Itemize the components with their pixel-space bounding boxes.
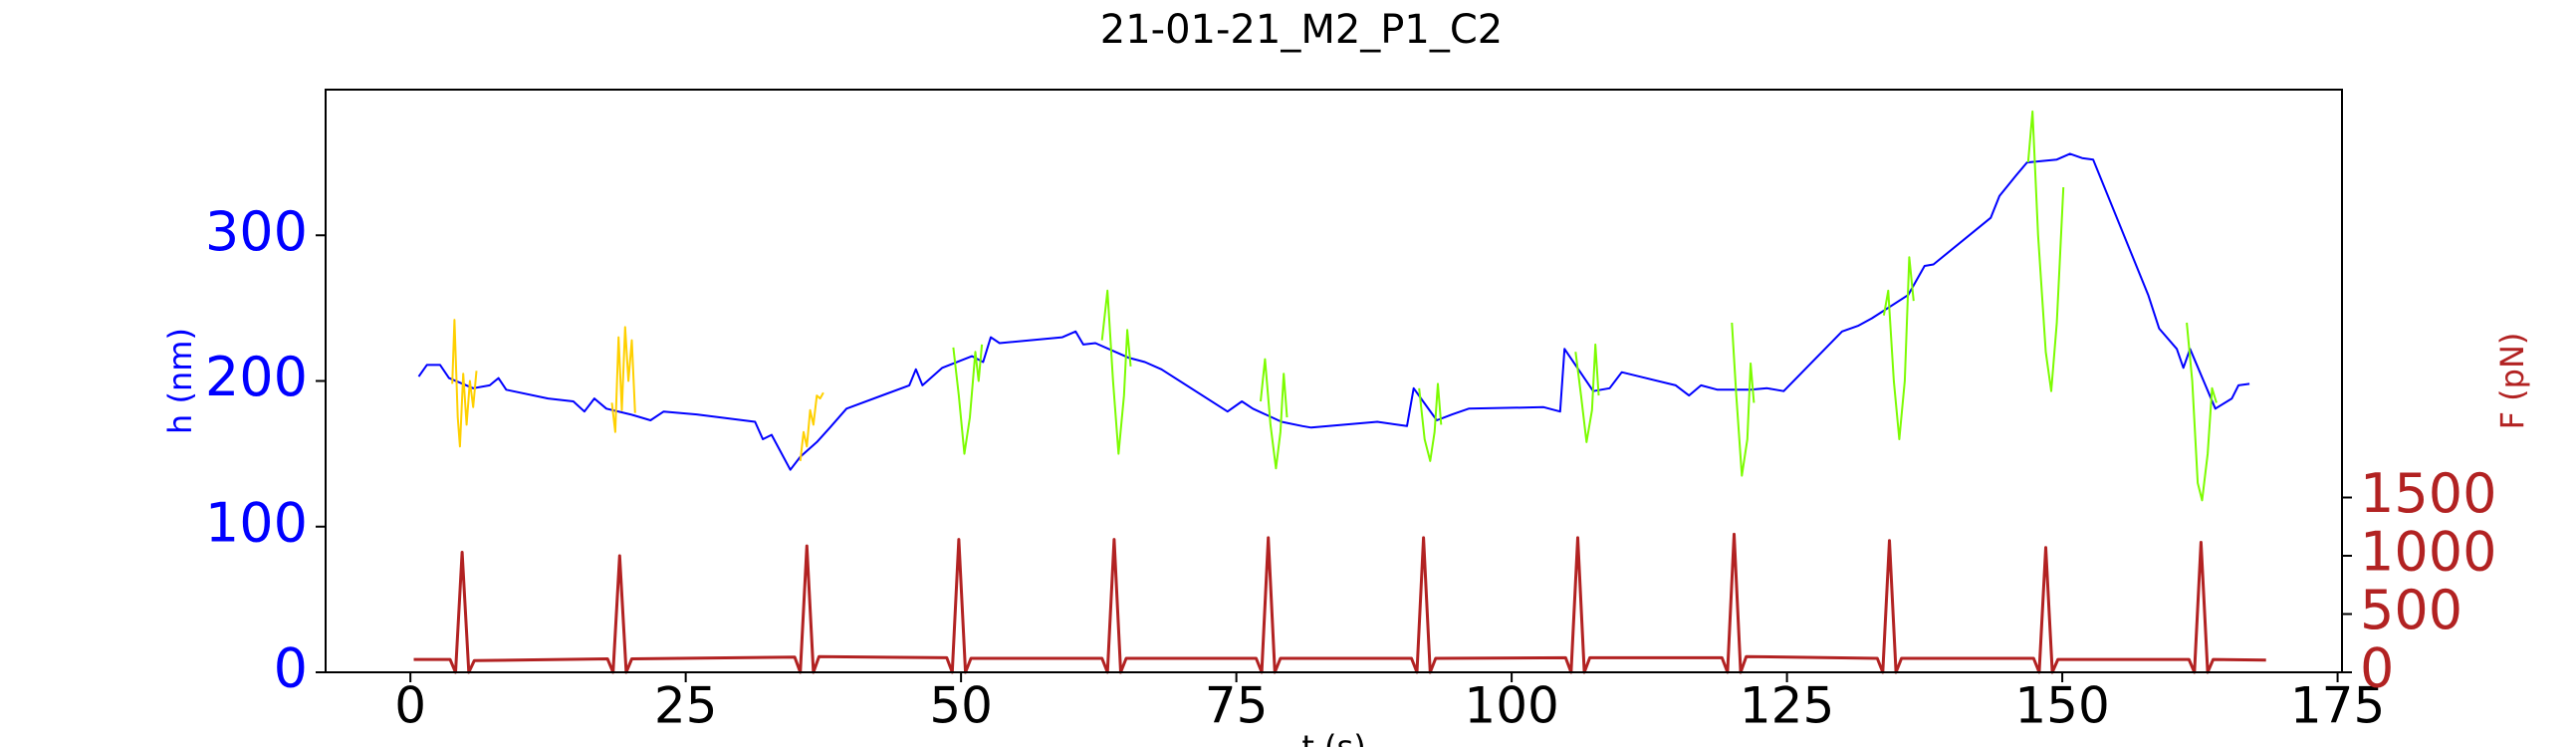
y-axis-label: h (nm): [161, 328, 199, 434]
x-tick-label: 75: [1205, 677, 1269, 735]
y2-tick-label: 0: [2360, 637, 2394, 700]
y2-axis-label: F (pN): [2493, 333, 2531, 430]
x-tick-label: 100: [1464, 677, 1558, 735]
x-tick-label: 175: [2290, 677, 2385, 735]
y2-tick-label: 1000: [2360, 521, 2496, 584]
chart-title: 21-01-21_M2_P1_C2: [1100, 7, 1503, 53]
y-tick-label: 200: [205, 346, 308, 408]
y-tick-label: 100: [205, 491, 308, 554]
x-tick-label: 25: [654, 677, 718, 735]
x-tick-label: 150: [2014, 677, 2109, 735]
x-tick-label: 50: [929, 677, 993, 735]
y2-tick-label: 1500: [2360, 462, 2496, 525]
x-tick-label: 125: [1740, 677, 1834, 735]
data-line: [451, 319, 824, 462]
y-tick-label: 0: [274, 637, 308, 700]
y2-tick-label: 500: [2360, 579, 2462, 641]
y-tick-label: 300: [205, 200, 308, 263]
data-line: [417, 152, 2250, 471]
data-line: [952, 110, 2218, 502]
data-line: [413, 532, 2266, 674]
x-axis-label: t (s): [1301, 728, 1365, 747]
x-tick-label: 0: [394, 677, 426, 735]
